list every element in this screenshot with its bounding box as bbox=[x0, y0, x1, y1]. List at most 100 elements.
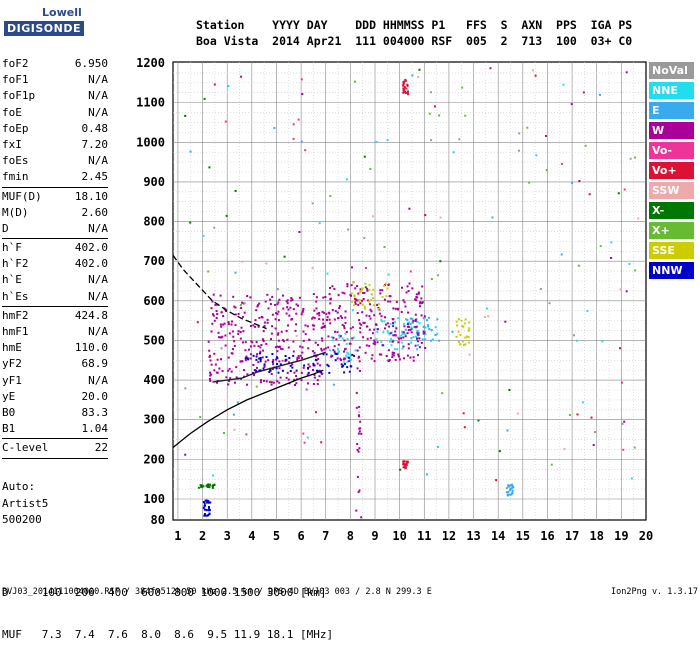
echo-point-e bbox=[434, 334, 437, 336]
noise-point bbox=[354, 80, 356, 83]
legend-item-x: X- bbox=[649, 202, 694, 219]
echo-point-w bbox=[224, 344, 227, 347]
echo-point-sse bbox=[381, 295, 384, 298]
echo-point-w bbox=[402, 299, 405, 302]
echo-point-e bbox=[505, 487, 508, 490]
echo-point-w bbox=[258, 316, 261, 319]
echo-point-w bbox=[337, 343, 340, 346]
echo-point-sse bbox=[465, 335, 468, 338]
echo-point-nnw bbox=[203, 502, 206, 505]
echo-point-w bbox=[361, 299, 363, 302]
echo-point-nne bbox=[432, 338, 434, 341]
echo-point-w bbox=[279, 376, 282, 379]
echo-point-sse bbox=[385, 295, 388, 298]
echo-point-w bbox=[240, 307, 243, 309]
echo-point-w bbox=[368, 315, 371, 318]
echo-point-w bbox=[343, 292, 346, 295]
echo-point-w bbox=[409, 328, 412, 331]
noise-point bbox=[300, 78, 303, 81]
echo-point-nnw bbox=[205, 499, 208, 502]
echo-point-sse bbox=[455, 320, 458, 323]
echo-point-w bbox=[320, 326, 323, 329]
echo-point-w bbox=[387, 284, 390, 287]
echo-point-nne bbox=[388, 340, 391, 343]
param-row: yE 20.0 bbox=[2, 389, 108, 405]
echo-point-w bbox=[335, 338, 338, 341]
echo-point-w bbox=[266, 318, 269, 321]
noise-point bbox=[409, 317, 412, 320]
echo-point-nne bbox=[336, 348, 339, 351]
echo-point-sse bbox=[468, 327, 471, 330]
echo-point-w bbox=[389, 332, 392, 335]
echo-point-w bbox=[423, 332, 426, 335]
param-label: h`F bbox=[2, 241, 22, 255]
param-row: hmF2 424.8 bbox=[2, 308, 108, 324]
noise-point bbox=[468, 353, 471, 356]
echo-point-w bbox=[239, 331, 242, 334]
echo-point-w bbox=[331, 309, 334, 312]
echo-point-w bbox=[362, 336, 365, 339]
echo-point-w bbox=[275, 312, 278, 315]
echo-point-w bbox=[373, 339, 376, 342]
echo-point-w bbox=[320, 349, 323, 352]
echo-point-w bbox=[423, 315, 426, 318]
echo-point-w bbox=[304, 324, 307, 327]
echo-point-w bbox=[285, 312, 288, 315]
echo-point-e bbox=[409, 323, 412, 325]
echo-point-sse bbox=[462, 340, 465, 343]
noise-point bbox=[224, 120, 227, 123]
echo-point-w bbox=[360, 432, 363, 435]
x-tick-label: 2 bbox=[199, 529, 206, 543]
echo-point-w bbox=[300, 313, 303, 316]
echo-point-w bbox=[241, 360, 244, 363]
echo-point-w bbox=[302, 308, 305, 310]
noise-point bbox=[364, 286, 367, 289]
auto-method: Artist5 bbox=[2, 496, 49, 510]
echo-point-w bbox=[293, 378, 296, 381]
echo-point-nnw bbox=[247, 358, 250, 361]
noise-point bbox=[563, 447, 566, 450]
echo-point-w bbox=[341, 291, 344, 294]
echo-point-nnw bbox=[205, 509, 208, 511]
echo-point-w bbox=[249, 325, 252, 327]
param-divider bbox=[2, 238, 108, 240]
echo-point-w bbox=[392, 307, 395, 310]
noise-point bbox=[304, 149, 307, 152]
noise-point bbox=[326, 272, 329, 275]
echo-point-e bbox=[423, 330, 426, 333]
echo-point-w bbox=[366, 287, 369, 290]
echo-point-w bbox=[380, 353, 383, 356]
echo-point-w bbox=[397, 353, 400, 356]
echo-point-w bbox=[354, 302, 357, 305]
x-tick-label: 19 bbox=[614, 529, 628, 543]
echo-point-w bbox=[416, 332, 419, 335]
echo-point-w bbox=[407, 325, 409, 328]
echo-point-w bbox=[272, 381, 275, 384]
echo-point-w bbox=[301, 346, 304, 349]
muf-row: MUF 7.3 7.4 7.6 8.0 8.6 9.5 11.9 18.1 [M… bbox=[2, 628, 334, 641]
noise-point bbox=[358, 410, 361, 413]
noise-point bbox=[203, 97, 206, 100]
echo-point-nnw bbox=[207, 507, 210, 510]
echo-point-vo bbox=[406, 91, 409, 94]
echo-point-w bbox=[227, 369, 230, 372]
echo-point-w bbox=[363, 292, 366, 294]
noise-point bbox=[526, 126, 529, 129]
echo-point-w bbox=[257, 325, 260, 328]
echo-point-w bbox=[323, 348, 326, 351]
legend-item-nne: NNE bbox=[649, 82, 694, 99]
echo-point-nne bbox=[424, 326, 427, 329]
param-row: foF1p N/A bbox=[2, 88, 108, 104]
echo-point-w bbox=[291, 298, 294, 301]
noise-point bbox=[561, 162, 563, 165]
echo-point-w bbox=[235, 376, 238, 379]
echo-point-sse bbox=[468, 341, 471, 344]
noise-point bbox=[232, 413, 235, 416]
echo-point-w bbox=[359, 331, 362, 334]
noise-point bbox=[375, 140, 378, 143]
echo-point-w bbox=[276, 303, 279, 306]
echo-point-w bbox=[209, 380, 212, 382]
echo-point-w bbox=[373, 360, 376, 363]
echo-point-w bbox=[357, 491, 360, 494]
echo-point-w bbox=[263, 321, 266, 324]
